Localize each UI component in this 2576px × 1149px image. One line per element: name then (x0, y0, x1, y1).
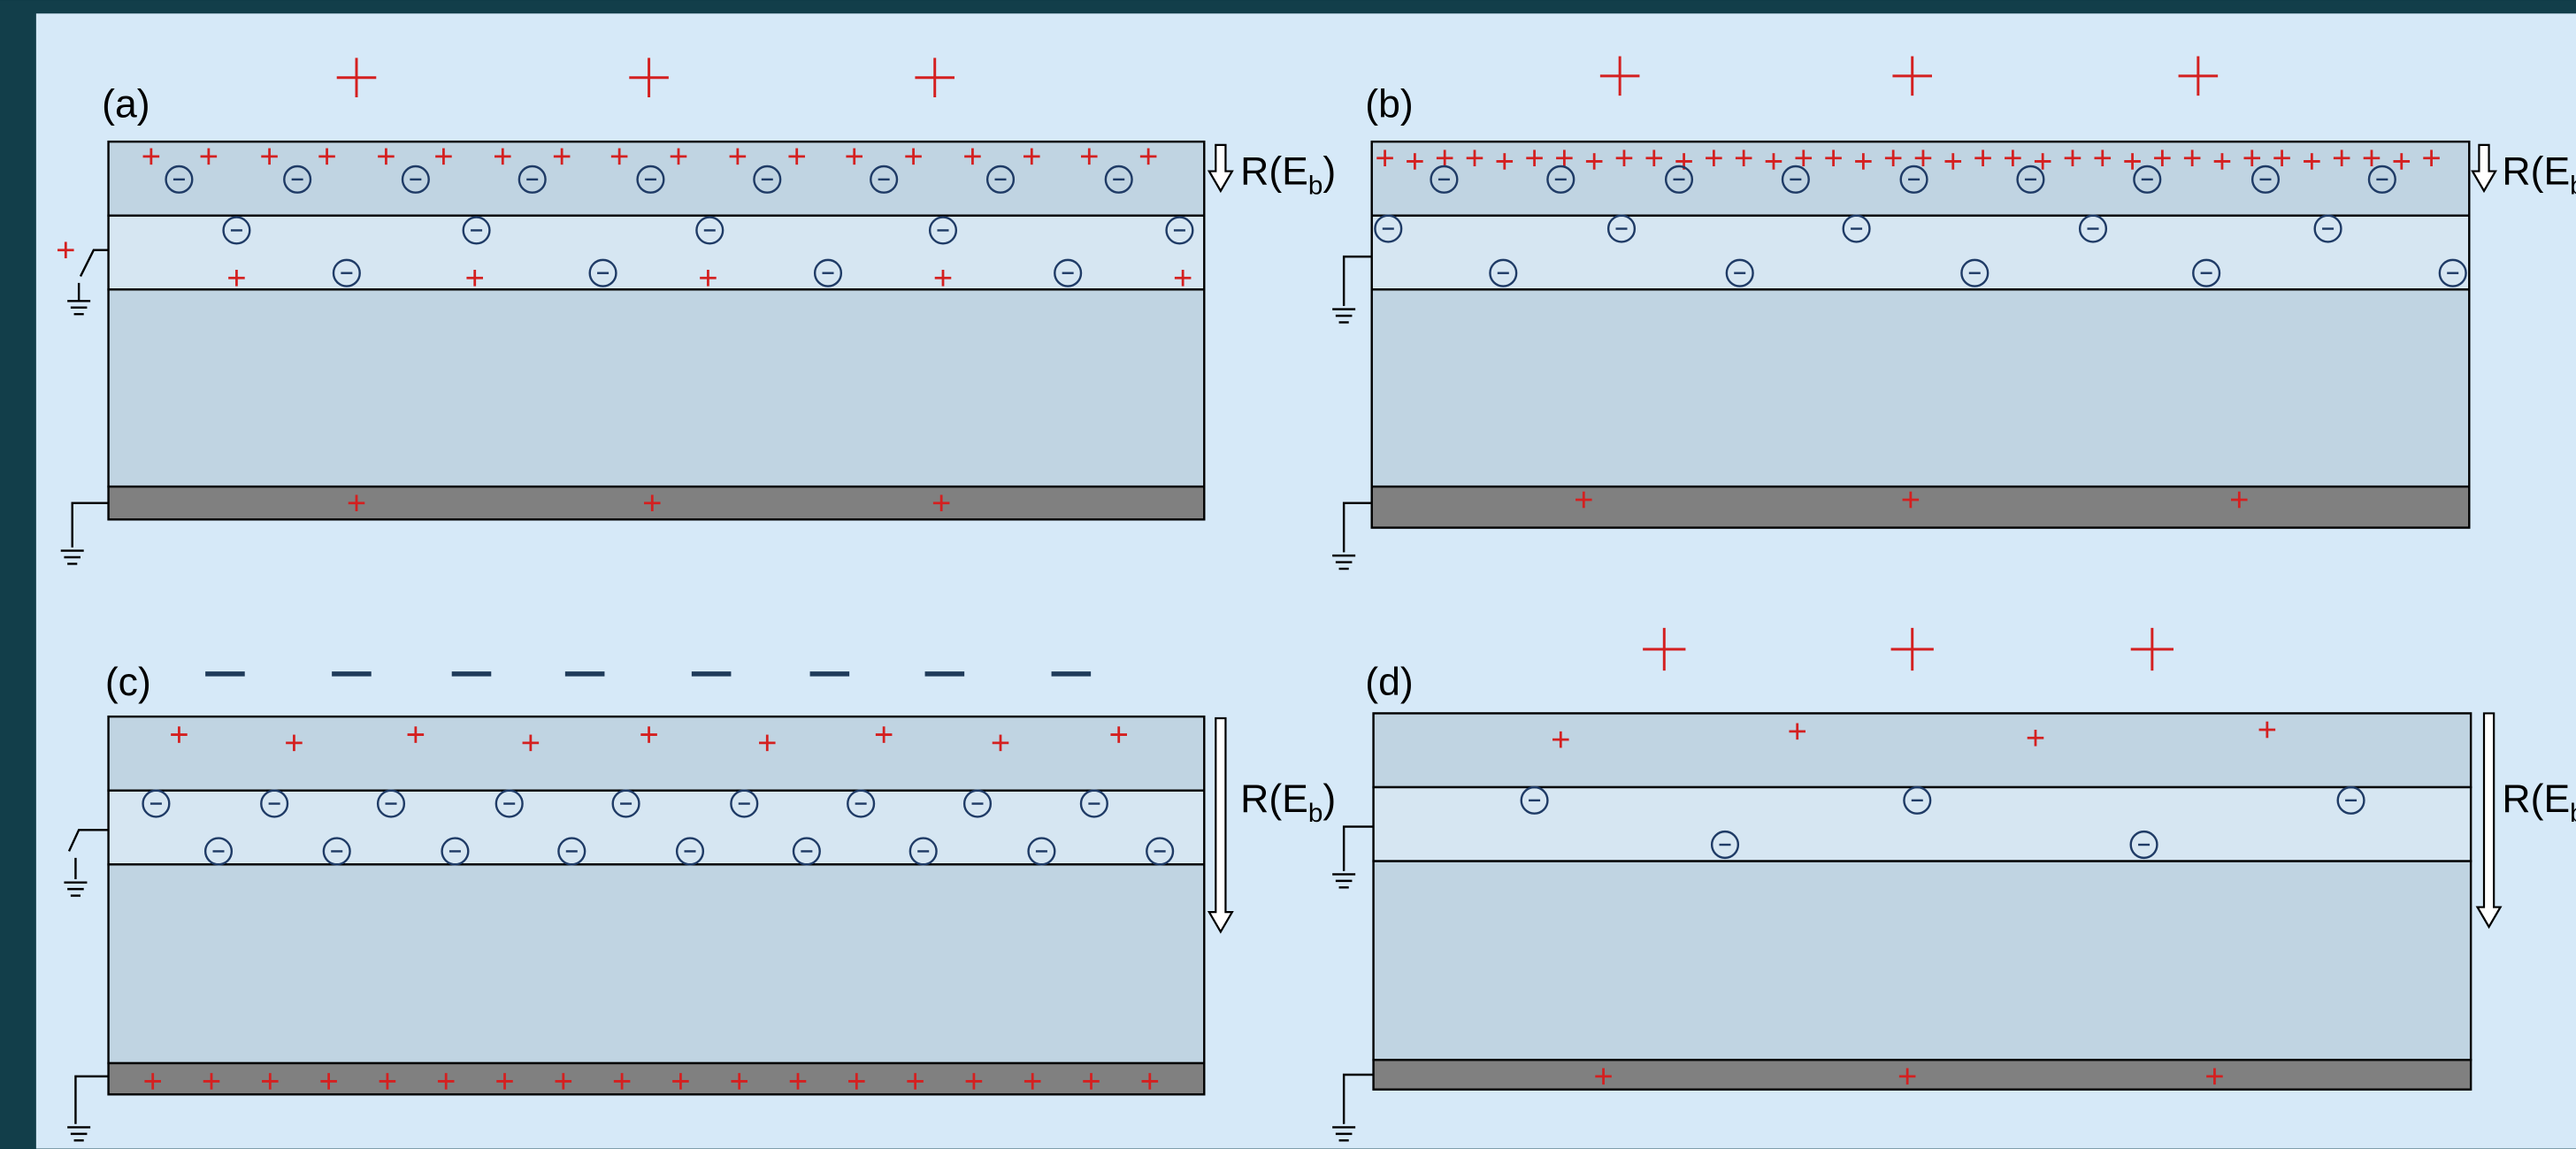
layer (109, 791, 1205, 865)
layer (1372, 486, 2470, 527)
layer (1374, 862, 2472, 1061)
label-sub: b (2570, 172, 2576, 201)
layer (1374, 787, 2472, 862)
layer (1372, 289, 2470, 486)
label-end: ) (1322, 777, 1336, 821)
figure: (a) (b) (c) (d) R(Eb) R(Eb) R(Eb) R(Eb) (0, 0, 2576, 1149)
panel-label: (a) (102, 82, 150, 126)
layer (1374, 1060, 2472, 1089)
label-main: R(E (1240, 149, 1308, 193)
label-main: R(E (2502, 149, 2570, 193)
page: (a) (b) (c) (d) R(Eb) R(Eb) R(Eb) R(Eb) … (0, 0, 2576, 1149)
label-end: ) (1322, 149, 1336, 193)
panel-label: (b) (1365, 82, 1413, 126)
label-sub: b (1308, 799, 1323, 828)
arrow-label: R(Eb) (2502, 777, 2576, 828)
layer (109, 716, 1205, 791)
layer (109, 289, 1205, 486)
panel-label: (d) (1365, 661, 1413, 704)
layer (109, 216, 1205, 290)
layer (109, 864, 1205, 1063)
label-main: R(E (2502, 777, 2570, 821)
arrow-label: R(Eb) (2502, 149, 2576, 200)
layer (1372, 142, 2470, 216)
label-main: R(E (1240, 777, 1308, 821)
label-sub: b (2570, 799, 2576, 828)
layer (109, 1063, 1205, 1094)
layer (1374, 713, 2472, 787)
layer (1372, 216, 2470, 290)
label-sub: b (1308, 172, 1323, 201)
panel-label: (c) (105, 661, 151, 704)
